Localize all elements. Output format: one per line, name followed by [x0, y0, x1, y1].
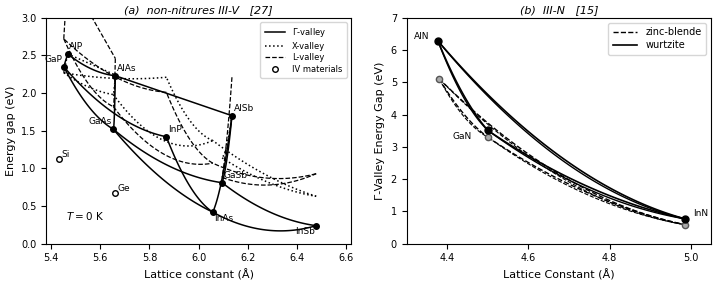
Text: GaN: GaN: [452, 132, 472, 142]
Legend: zinc-blende, wurtzite: zinc-blende, wurtzite: [608, 23, 706, 55]
Text: AlSb: AlSb: [234, 104, 254, 113]
Text: InP: InP: [168, 125, 182, 134]
Text: InN: InN: [693, 209, 708, 218]
Text: AlP: AlP: [69, 42, 83, 51]
X-axis label: Lattice constant (Å): Lattice constant (Å): [143, 269, 254, 281]
Text: AlN: AlN: [414, 32, 429, 41]
Text: AlAs: AlAs: [117, 64, 136, 73]
Legend: $\Gamma$-valley, X-valley, L-valley, IV materials: $\Gamma$-valley, X-valley, L-valley, IV …: [260, 22, 346, 78]
X-axis label: Lattice Constant (Å): Lattice Constant (Å): [503, 269, 614, 281]
Text: GaSb: GaSb: [224, 171, 248, 180]
Text: GaAs: GaAs: [89, 117, 112, 126]
Title: (b)  III-N   [15]: (b) III-N [15]: [520, 5, 598, 15]
Y-axis label: Energy gap (eV): Energy gap (eV): [6, 86, 16, 176]
Text: InSb: InSb: [295, 227, 315, 236]
Text: GaP: GaP: [44, 55, 62, 64]
Y-axis label: Γ-Valley Energy Gap (eV): Γ-Valley Energy Gap (eV): [375, 61, 385, 200]
Title: (a)  non-nitrures III-V   [27]: (a) non-nitrures III-V [27]: [124, 5, 273, 15]
Text: Si: Si: [62, 150, 70, 159]
Text: Ge: Ge: [117, 184, 130, 193]
Text: $T = 0\ \mathrm{K}$: $T = 0\ \mathrm{K}$: [66, 210, 104, 222]
Text: InAs: InAs: [214, 214, 234, 223]
